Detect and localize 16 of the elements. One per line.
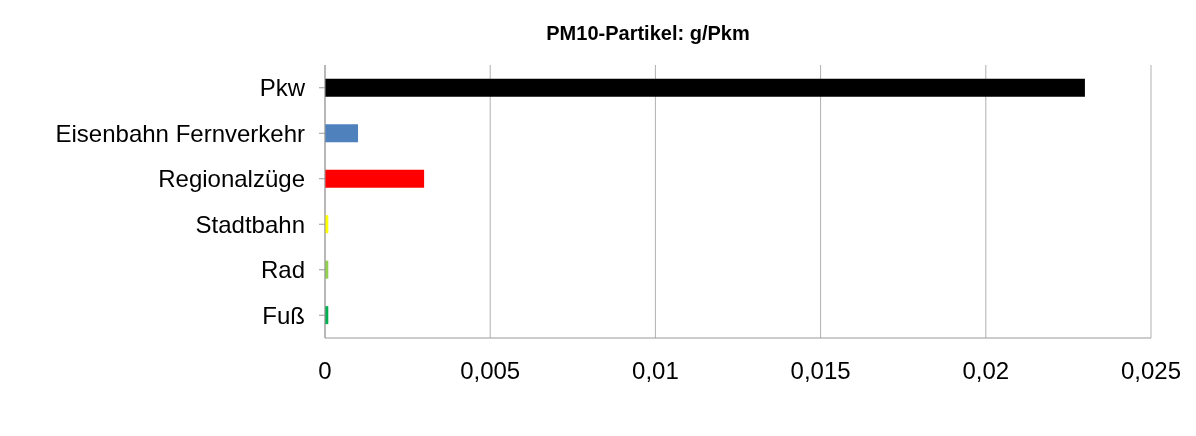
x-tick-label: 0,02 xyxy=(962,357,1010,385)
x-tick-label: 0 xyxy=(318,357,332,385)
y-tick-label: Regionalzüge xyxy=(158,165,305,193)
x-tick-label: 0,01 xyxy=(632,357,679,385)
y-tick-label: Rad xyxy=(260,256,305,284)
chart-title: PM10-Partikel: g/Pkm xyxy=(545,21,751,46)
x-tick-label: 0,025 xyxy=(1120,357,1182,385)
bar xyxy=(325,78,1085,97)
y-tick-label: Eisenbahn Fernverkehr xyxy=(55,119,306,147)
bar xyxy=(325,169,425,188)
x-tick-label: 0,015 xyxy=(790,357,851,385)
x-tick-label: 0,005 xyxy=(460,357,521,385)
bar xyxy=(325,124,359,143)
y-tick-label: Fuß xyxy=(262,301,305,329)
y-tick-label: Stadtbahn xyxy=(195,210,305,238)
y-tick-label: Pkw xyxy=(259,74,306,102)
